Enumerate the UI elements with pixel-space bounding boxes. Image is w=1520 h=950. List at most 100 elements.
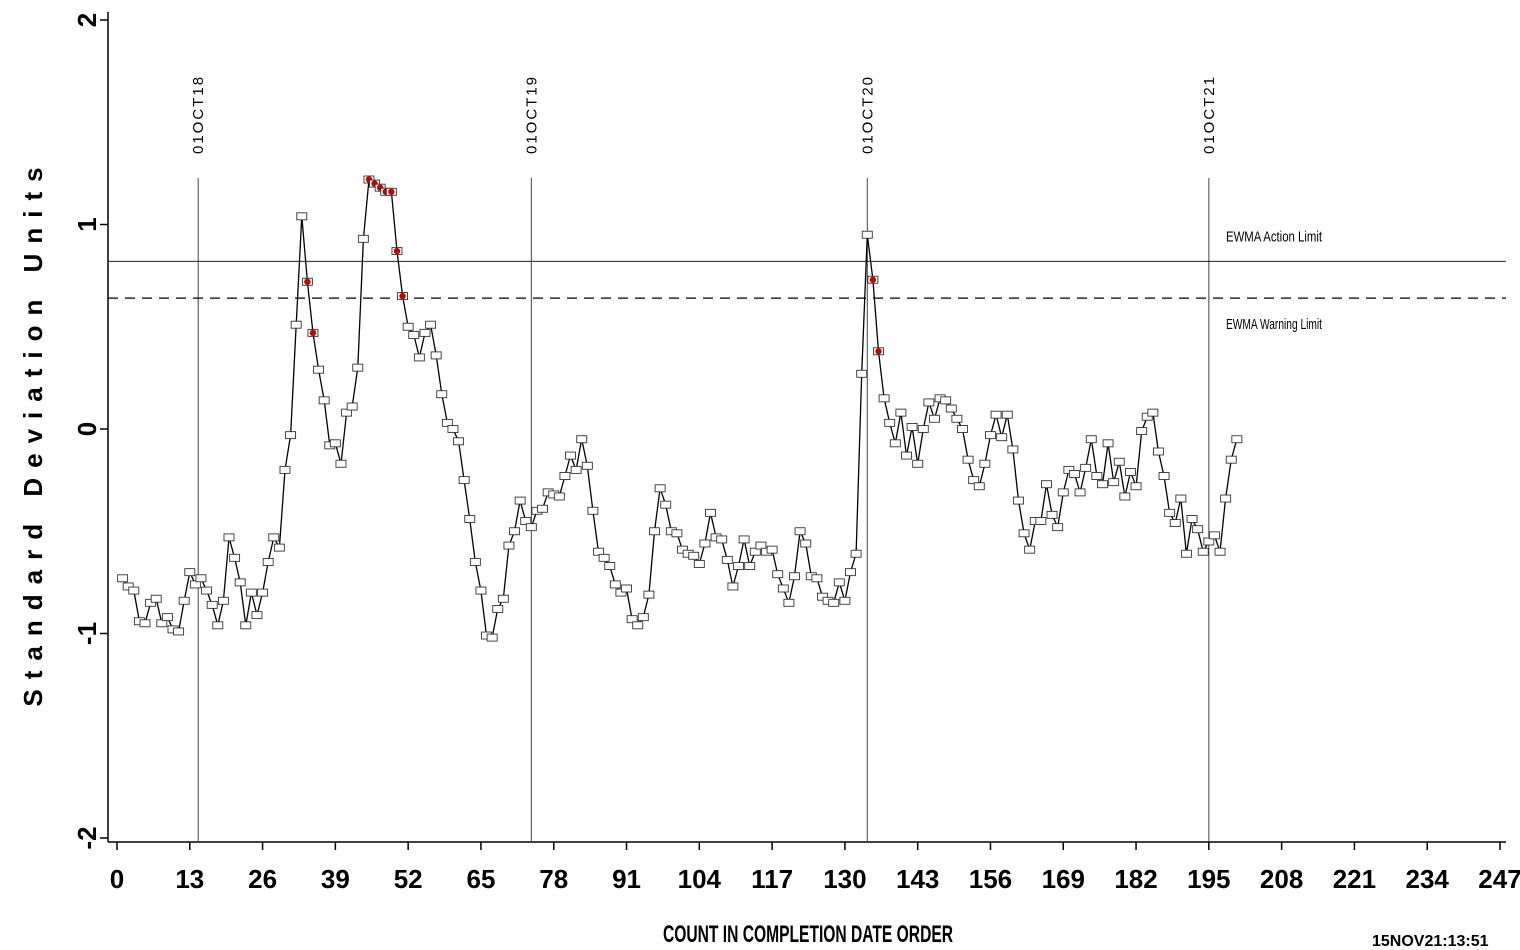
data-point: [161, 613, 173, 622]
data-point: [150, 594, 162, 603]
limit-label: EWMA Warning Limit: [1226, 316, 1323, 333]
data-point: [912, 459, 924, 468]
data-point: [1001, 410, 1013, 419]
data-point: [1091, 472, 1103, 480]
data-point: [738, 535, 750, 544]
flagged-point: [309, 329, 317, 337]
data-point: [609, 580, 621, 589]
data-point: [828, 598, 840, 607]
data-point: [1152, 447, 1164, 456]
data-point: [117, 574, 129, 583]
data-point: [923, 398, 935, 407]
x-tick-label: 247: [1478, 864, 1520, 894]
data-point: [649, 527, 660, 536]
data-point: [1186, 515, 1198, 523]
y-tick-label: 1: [72, 217, 102, 231]
data-point: [929, 414, 940, 423]
date-reference-label: 01OCT21: [1201, 75, 1218, 154]
data-point: [1130, 482, 1142, 491]
data-point: [441, 418, 453, 427]
data-point: [705, 508, 716, 517]
data-point: [1113, 457, 1125, 466]
data-point: [1203, 537, 1215, 546]
data-point: [878, 394, 890, 403]
data-point: [884, 418, 896, 427]
data-point: [1035, 517, 1047, 525]
data-point: [766, 545, 778, 554]
data-point: [234, 578, 246, 587]
data-point: [240, 621, 252, 630]
data-point: [800, 539, 812, 548]
data-point: [178, 596, 190, 605]
x-axis-label: COUNT IN COMPLETION DATE ORDER: [663, 921, 953, 948]
data-point: [856, 369, 868, 378]
timestamp: 15NOV21:13:51: [1372, 933, 1489, 950]
data-point: [122, 582, 134, 591]
data-point: [1208, 531, 1220, 540]
data-point: [1125, 467, 1136, 476]
data-point: [290, 320, 302, 329]
data-point: [637, 613, 649, 622]
data-point: [1119, 492, 1131, 501]
data-point: [845, 568, 856, 577]
data-point: [1169, 519, 1181, 528]
data-point: [716, 535, 728, 544]
data-point: [604, 562, 616, 570]
x-tick-label: 182: [1114, 864, 1157, 894]
data-point: [503, 541, 515, 550]
data-point: [744, 562, 756, 570]
data-point: [749, 547, 761, 556]
x-tick-label: 208: [1260, 864, 1303, 894]
data-point: [593, 547, 604, 556]
data-point: [1214, 547, 1226, 556]
data-point: [223, 533, 235, 542]
data-point: [559, 472, 571, 480]
flagged-point: [869, 276, 877, 283]
data-point: [587, 506, 599, 515]
data-point: [184, 568, 196, 577]
data-point: [285, 431, 297, 440]
data-point: [1080, 463, 1092, 472]
data-point: [917, 425, 929, 433]
x-tick-label: 169: [1042, 864, 1085, 894]
x-tick-label: 0: [110, 864, 124, 894]
data-point: [693, 560, 705, 568]
data-point: [789, 572, 800, 581]
data-point: [279, 465, 291, 474]
data-point: [329, 439, 341, 448]
data-point: [313, 365, 325, 374]
data-point: [458, 476, 470, 485]
data-point: [985, 431, 996, 440]
data-point: [1108, 478, 1120, 487]
x-tick-label: 234: [1406, 864, 1450, 894]
data-point: [1024, 545, 1036, 554]
data-point: [895, 408, 907, 417]
data-point: [1220, 494, 1232, 503]
x-tick-label: 195: [1187, 864, 1230, 894]
x-tick-label: 78: [539, 864, 568, 894]
data-point: [1069, 470, 1080, 478]
data-point: [979, 459, 991, 468]
data-point: [654, 484, 666, 493]
data-point: [990, 410, 1002, 419]
data-point: [626, 615, 638, 624]
data-point: [699, 539, 711, 548]
data-point: [727, 582, 739, 591]
data-point: [173, 627, 185, 636]
data-point: [156, 619, 168, 628]
data-point: [520, 517, 532, 525]
data-point: [1097, 480, 1108, 489]
x-tick-label: 156: [969, 864, 1012, 894]
data-point: [206, 600, 218, 609]
data-point: [514, 496, 526, 505]
x-tick-label: 221: [1333, 864, 1376, 894]
data-point: [189, 580, 201, 589]
series: [117, 175, 1243, 642]
data-point: [453, 437, 465, 446]
flagged-point: [304, 278, 311, 285]
data-point: [901, 451, 912, 460]
data-point: [598, 553, 610, 562]
data-point: [492, 605, 504, 613]
data-point: [1180, 549, 1192, 558]
data-point: [794, 527, 806, 536]
